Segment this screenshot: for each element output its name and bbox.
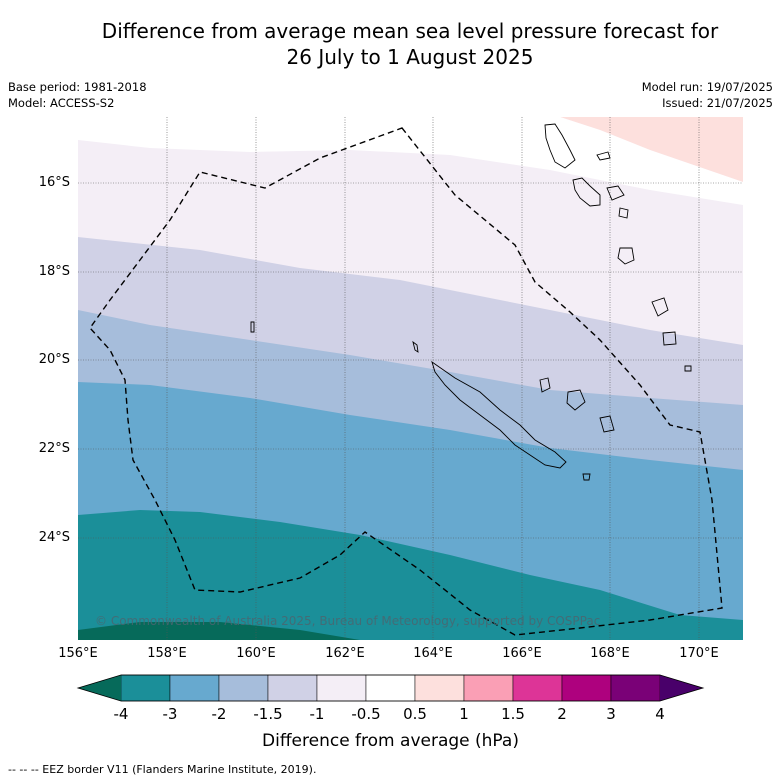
colorbar-segment — [512, 674, 563, 702]
colorbar — [76, 674, 705, 702]
model-run: Model run: 19/07/2025 — [641, 80, 773, 94]
colorbar-segment — [120, 674, 171, 702]
lon-tick-162e: 162°E — [325, 646, 365, 661]
vanuatu-erromango — [617, 247, 635, 265]
coastlines — [250, 123, 692, 481]
colorbar-tick: -2 — [211, 705, 227, 723]
colorbar-tick: -1 — [309, 705, 325, 723]
map-field — [78, 117, 743, 640]
colorbar-segment — [610, 674, 661, 702]
isle-of-pines — [582, 473, 591, 481]
chart-title: Difference from average mean sea level p… — [40, 18, 780, 70]
vanuatu-island-2 — [596, 151, 611, 161]
colorbar-tick: -3 — [162, 705, 178, 723]
lat-tick-16s: 16°S — [38, 175, 70, 190]
belep-islands — [412, 340, 419, 353]
lon-tick-160e: 160°E — [236, 646, 276, 661]
colorbar-segment — [169, 674, 220, 702]
colorbar-low-extension — [78, 675, 121, 701]
colorbar-outline — [76, 674, 705, 702]
colorbar-tick: 0.5 — [403, 705, 427, 723]
colorbar-segments — [120, 674, 661, 702]
lon-tick-164e: 164°E — [413, 646, 453, 661]
colorbar-segment — [365, 674, 416, 702]
vanuatu-malekula — [572, 177, 601, 207]
colorbar-segment — [218, 674, 269, 702]
colorbar-tick: 3 — [606, 705, 616, 723]
colorbar-tick: -1.5 — [253, 705, 283, 723]
colorbar-tick: -0.5 — [351, 705, 381, 723]
lon-tick-158e: 158°E — [147, 646, 187, 661]
matthew-island — [662, 331, 677, 346]
lon-tick-166e: 166°E — [502, 646, 542, 661]
colorbar-segment — [267, 674, 318, 702]
band-below-minus4 — [78, 622, 360, 640]
base-period: Base period: 1981-2018 — [8, 80, 147, 94]
band-minus4-minus3 — [78, 510, 743, 640]
lat-tick-24s: 24°S — [38, 530, 70, 545]
colorbar-tick: 1 — [459, 705, 469, 723]
grid-lines — [78, 117, 743, 640]
lat-tick-18s: 18°S — [38, 264, 70, 279]
model-name: Model: ACCESS-S2 — [8, 96, 115, 110]
title-line-2: 26 July to 1 August 2025 — [286, 45, 534, 69]
lon-tick-156e: 156°E — [58, 646, 98, 661]
lon-tick-170e: 170°E — [679, 646, 719, 661]
chesterfield-islet — [250, 321, 255, 333]
lon-tick-168e: 168°E — [590, 646, 630, 661]
colorbar-segment — [316, 674, 367, 702]
band-0.5-1-positive-area — [560, 117, 743, 182]
colorbar-tick: -4 — [113, 705, 129, 723]
colorbar-tick: 4 — [655, 705, 665, 723]
loyalty-island-2 — [566, 389, 586, 411]
eez-legend-footer: -- -- -- EEZ border V11 (Flanders Marine… — [8, 763, 317, 776]
vanuatu-espiritu-santo — [544, 123, 576, 169]
hunter-island — [684, 365, 692, 372]
colorbar-tick: 1.5 — [501, 705, 525, 723]
vanuatu-efate — [618, 207, 629, 219]
colorbar-segment — [463, 674, 514, 702]
colorbar-tick: 2 — [557, 705, 567, 723]
colorbar-label: Difference from average (hPa) — [262, 731, 519, 751]
colorbar-segment — [561, 674, 612, 702]
meta-left: Base period: 1981-2018 Model: ACCESS-S2 — [8, 79, 147, 111]
vanuatu-island-4 — [606, 185, 625, 201]
eez-border — [89, 127, 723, 636]
vanuatu-tanna-region — [651, 297, 669, 317]
loyalty-island-3 — [599, 415, 615, 433]
lat-tick-20s: 20°S — [38, 352, 70, 367]
colorbar-segment — [414, 674, 465, 702]
meta-right: Model run: 19/07/2025 Issued: 21/07/2025 — [642, 79, 773, 111]
copyright-notice: © Commonwealth of Australia 2025, Bureau… — [95, 614, 601, 628]
new-caledonia-island — [431, 360, 567, 469]
loyalty-island-1 — [539, 377, 551, 393]
colorbar-high-extension — [660, 675, 703, 701]
lat-tick-22s: 22°S — [38, 441, 70, 456]
title-line-1: Difference from average mean sea level p… — [101, 19, 719, 43]
band-white-top-left — [78, 117, 743, 205]
issued-date: Issued: 21/07/2025 — [662, 96, 773, 110]
